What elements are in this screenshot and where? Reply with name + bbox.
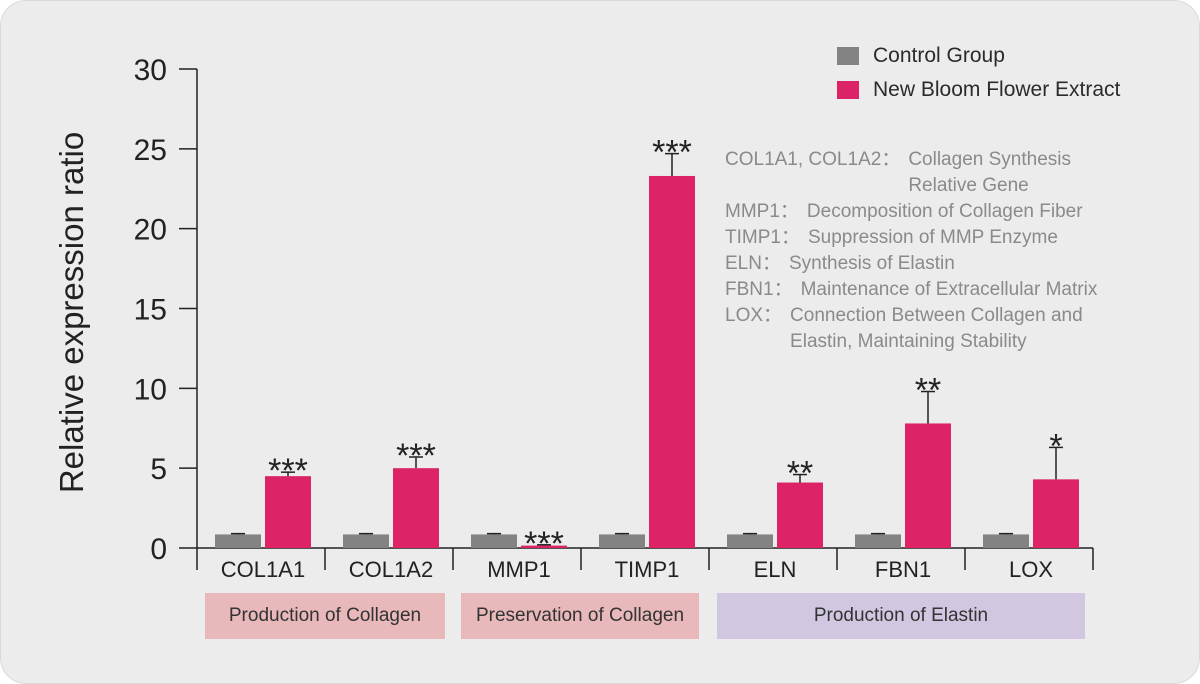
y-tick-label: 0 bbox=[150, 533, 167, 566]
significance-marker: ** bbox=[787, 455, 813, 493]
legend-swatch-control bbox=[837, 47, 859, 65]
note-separator: ： bbox=[881, 149, 901, 170]
note-separator: ： bbox=[761, 253, 781, 274]
legend-label-control: Control Group bbox=[873, 44, 1005, 67]
group-label-production-elastin: Production of Elastin bbox=[717, 593, 1085, 639]
note-gene-name: COL1A1, COL1A2 bbox=[725, 149, 882, 170]
bar-control-col1a1 bbox=[215, 534, 261, 548]
legend-label-extract: New Bloom Flower Extract bbox=[873, 78, 1121, 101]
note-description: Synthesis of Elastin bbox=[788, 253, 955, 274]
y-tick-label: 15 bbox=[134, 294, 167, 327]
bar-extract-col1a2 bbox=[393, 468, 439, 548]
significance-marker: * bbox=[1049, 427, 1062, 465]
note-separator: ： bbox=[779, 201, 799, 222]
bar-control-eln bbox=[727, 534, 773, 548]
bar-extract-lox bbox=[1033, 479, 1079, 548]
legend-item-extract: New Bloom Flower Extract bbox=[837, 78, 1121, 101]
x-tick-label-timp1: TIMP1 bbox=[615, 557, 680, 582]
legend: Control Group New Bloom Flower Extract bbox=[837, 44, 1121, 113]
note-description: Suppression of MMP Enzyme bbox=[807, 227, 1058, 248]
x-tick-label-lox: LOX bbox=[1009, 557, 1053, 582]
bar-extract-timp1 bbox=[649, 175, 695, 548]
significance-marker: *** bbox=[268, 452, 308, 490]
y-tick-label: 25 bbox=[134, 134, 167, 167]
significance-marker: ** bbox=[915, 372, 941, 410]
bar-control-mmp1 bbox=[471, 534, 517, 548]
note-description: Maintenance of Extracellular Matrix bbox=[800, 279, 1098, 300]
note-timp1: TIMP1： Suppression of MMP Enzyme bbox=[725, 225, 1140, 251]
bar-control-fbn1 bbox=[855, 534, 901, 548]
bar-control-col1a2 bbox=[343, 534, 389, 548]
note-mmp1: MMP1： Decomposition of Collagen Fiber bbox=[725, 199, 1140, 225]
note-fbn1: FBN1： Maintenance of Extracellular Matrix bbox=[725, 277, 1140, 303]
y-axis-title: Relative expression ratio bbox=[53, 132, 90, 493]
note-separator: ： bbox=[763, 305, 783, 326]
note-gene-name: FBN1 bbox=[725, 279, 774, 300]
x-tick-label-col1a2: COL1A2 bbox=[349, 557, 433, 582]
bar-extract-mmp1 bbox=[521, 545, 567, 548]
x-tick-label-eln: ELN bbox=[754, 557, 797, 582]
note-gene-name: ELN bbox=[725, 253, 762, 274]
x-tick-label-col1a1: COL1A1 bbox=[221, 557, 305, 582]
significance-marker: *** bbox=[524, 525, 564, 563]
note-col1a1-col1a2: COL1A1, COL1A2： Collagen Synthesis Relati… bbox=[725, 147, 1140, 199]
y-tick-label: 5 bbox=[150, 453, 167, 486]
x-tick-label-fbn1: FBN1 bbox=[875, 557, 931, 582]
gene-notes: COL1A1, COL1A2： Collagen Synthesis Relati… bbox=[725, 147, 1140, 355]
note-separator: ： bbox=[773, 279, 793, 300]
note-gene-name: MMP1 bbox=[725, 201, 780, 222]
y-tick-label: 10 bbox=[134, 373, 167, 406]
note-eln: ELN： Synthesis of Elastin bbox=[725, 251, 1140, 277]
bar-extract-eln bbox=[777, 482, 823, 548]
group-label-production-collagen: Production of Collagen bbox=[205, 593, 445, 639]
group-label-preservation-collagen: Preservation of Collagen bbox=[461, 593, 699, 639]
significance-marker: *** bbox=[396, 437, 436, 475]
bar-control-timp1 bbox=[599, 534, 645, 548]
legend-item-control: Control Group bbox=[837, 44, 1120, 67]
significance-marker: *** bbox=[652, 134, 692, 172]
note-separator: ： bbox=[780, 227, 800, 248]
bar-extract-col1a1 bbox=[265, 476, 311, 548]
note-lox: LOX： Connection Between Collagen and Elas… bbox=[725, 303, 1140, 355]
note-description: Collagen Synthesis Relative Gene bbox=[908, 149, 1071, 196]
note-gene-name: TIMP1 bbox=[725, 227, 781, 248]
note-description: Decomposition of Collagen Fiber bbox=[806, 201, 1083, 222]
bar-control-lox bbox=[983, 534, 1029, 548]
y-tick-label: 30 bbox=[134, 54, 167, 87]
legend-swatch-extract bbox=[837, 81, 859, 99]
note-gene-name: LOX bbox=[725, 305, 764, 326]
bar-extract-fbn1 bbox=[905, 423, 951, 548]
y-tick-label: 20 bbox=[134, 214, 167, 247]
x-tick-label-mmp1: MMP1 bbox=[487, 557, 551, 582]
note-description: Connection Between Collagen and Elastin,… bbox=[790, 305, 1083, 352]
